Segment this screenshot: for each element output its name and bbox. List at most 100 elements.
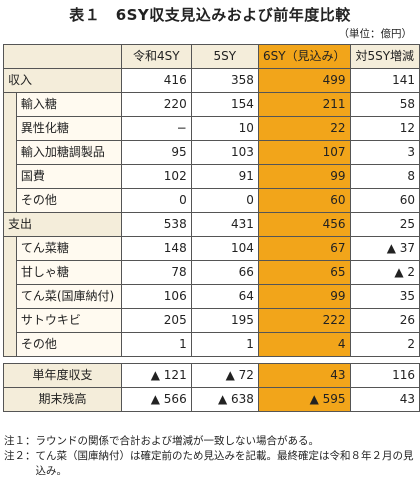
row-label: サトウキビ: [15, 308, 122, 333]
row-label: 国費: [15, 164, 122, 189]
row-label: その他: [15, 188, 122, 213]
cell: 58: [349, 92, 420, 117]
table-row: 輸入糖 220 154 211 58: [3, 92, 420, 117]
table-row: サトウキビ 205 195 222 26: [3, 308, 420, 333]
cell: 60: [257, 188, 351, 213]
table-row: てん菜糖 148 104 67 ▲ 37: [3, 236, 420, 261]
cell: 222: [257, 308, 351, 333]
cell: 141: [349, 68, 420, 93]
table-row: その他 1 1 4 2: [3, 332, 420, 357]
footnote-key: 注１：: [4, 435, 36, 447]
cell: ▲ 2: [349, 260, 420, 285]
row-income: 収入 416 358 499 141: [3, 68, 420, 93]
cell: 211: [257, 92, 351, 117]
balance-table: 令和4SY 5SY 6SY（見込み） 対5SY増減 収入 416 358 499…: [3, 44, 420, 412]
row-label: てん菜糖: [15, 236, 122, 261]
row-label: 甘しゃ糖: [15, 260, 122, 285]
cell: 2: [349, 332, 420, 357]
cell: 43: [349, 387, 420, 412]
cell: ▲ 121: [120, 363, 192, 388]
header-row: 令和4SY 5SY 6SY（見込み） 対5SY増減: [3, 44, 420, 69]
row-ending-balance: 期末残高 ▲ 566 ▲ 638 ▲ 595 43: [3, 387, 420, 412]
unit-note: （単位：億円）: [338, 28, 413, 40]
cell: 4: [257, 332, 351, 357]
table-row: 国費 102 91 99 8: [3, 164, 420, 189]
cell: 64: [190, 284, 259, 309]
header-r4: 令和4SY: [120, 44, 192, 69]
row-label: 異性化糖: [15, 116, 122, 141]
cell: 103: [190, 140, 259, 165]
cell: 65: [257, 260, 351, 285]
cell: ▲ 37: [349, 236, 420, 261]
cell: 220: [120, 92, 192, 117]
cell: 1: [120, 332, 192, 357]
footnote-key: 注２：: [4, 450, 36, 462]
cell: 78: [120, 260, 192, 285]
cell: 154: [190, 92, 259, 117]
cell: 95: [120, 140, 192, 165]
footnotes: 注１： ラウンドの関係で合計および増減が一致しない場合がある。 注２： てん菜（…: [4, 434, 416, 479]
cell: 91: [190, 164, 259, 189]
row-label: 単年度収支: [3, 363, 122, 388]
table-row: 異性化糖 − 10 22 12: [3, 116, 420, 141]
cell: 0: [120, 188, 192, 213]
row-label: 輸入加糖調製品: [15, 140, 122, 165]
cell: 1: [190, 332, 259, 357]
header-6sy: 6SY（見込み）: [257, 44, 351, 69]
cell: 22: [257, 116, 351, 141]
cell: 10: [190, 116, 259, 141]
cell: 205: [120, 308, 192, 333]
footnote-text: ラウンドの関係で合計および増減が一致しない場合がある。: [35, 435, 320, 447]
row-label: その他: [15, 332, 122, 357]
cell: 416: [120, 68, 192, 93]
cell: −: [120, 116, 192, 141]
cell: 25: [349, 212, 420, 237]
table-row: 輸入加糖調製品 95 103 107 3: [3, 140, 420, 165]
row-label: 支出: [3, 212, 122, 237]
cell: 358: [190, 68, 259, 93]
cell: ▲ 595: [257, 387, 351, 412]
cell: ▲ 72: [190, 363, 259, 388]
cell: 43: [257, 363, 351, 388]
footnote: 注２： てん菜（国庫納付）は確定前のため見込みを記載。最終確定は令和８年２月の見…: [4, 449, 416, 479]
row-label: 輸入糖: [15, 92, 122, 117]
table-row: 甘しゃ糖 78 66 65 ▲ 2: [3, 260, 420, 285]
footnote-text: てん菜（国庫納付）は確定前のため見込みを記載。最終確定は令和８年２月の見込み。: [35, 450, 414, 477]
table-row: その他 0 0 60 60: [3, 188, 420, 213]
cell: 102: [120, 164, 192, 189]
table-row: てん菜(国庫納付) 106 64 99 35: [3, 284, 420, 309]
row-label: 期末残高: [3, 387, 122, 412]
cell: 431: [190, 212, 259, 237]
cell: 99: [257, 284, 351, 309]
cell: ▲ 566: [120, 387, 192, 412]
cell: ▲ 638: [190, 387, 259, 412]
cell: 104: [190, 236, 259, 261]
cell: 538: [120, 212, 192, 237]
cell: 116: [349, 363, 420, 388]
cell: 107: [257, 140, 351, 165]
cell: 3: [349, 140, 420, 165]
cell: 499: [257, 68, 351, 93]
row-expense: 支出 538 431 456 25: [3, 212, 420, 237]
cell: 0: [190, 188, 259, 213]
cell: 12: [349, 116, 420, 141]
spacer-row: [3, 356, 420, 364]
cell: 35: [349, 284, 420, 309]
footnote: 注１： ラウンドの関係で合計および増減が一致しない場合がある。: [4, 434, 416, 449]
row-label: てん菜(国庫納付): [15, 284, 122, 309]
header-diff: 対5SY増減: [349, 44, 420, 69]
cell: 67: [257, 236, 351, 261]
cell: 66: [190, 260, 259, 285]
cell: 106: [120, 284, 192, 309]
header-5sy: 5SY: [190, 44, 259, 69]
cell: 26: [349, 308, 420, 333]
row-annual-balance: 単年度収支 ▲ 121 ▲ 72 43 116: [3, 363, 420, 388]
cell: 60: [349, 188, 420, 213]
header-blank: [3, 44, 122, 69]
table-title: 表１ 6SY収支見込みおよび前年度比較: [69, 6, 351, 24]
cell: 99: [257, 164, 351, 189]
cell: 8: [349, 164, 420, 189]
cell: 456: [257, 212, 351, 237]
cell: 195: [190, 308, 259, 333]
row-label: 収入: [3, 68, 122, 93]
